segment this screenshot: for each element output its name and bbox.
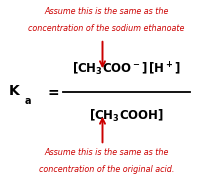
Text: Assume this is the same as the: Assume this is the same as the bbox=[44, 7, 168, 16]
Text: $\mathbf{=}$: $\mathbf{=}$ bbox=[45, 84, 60, 98]
Text: $\mathbf{a}$: $\mathbf{a}$ bbox=[23, 96, 31, 106]
Text: concentration of the original acid.: concentration of the original acid. bbox=[39, 165, 173, 174]
Text: concentration of the sodium ethanoate: concentration of the sodium ethanoate bbox=[28, 24, 184, 33]
Text: $\mathbf{[CH_3COOH]}$: $\mathbf{[CH_3COOH]}$ bbox=[88, 107, 163, 124]
Text: Assume this is the same as the: Assume this is the same as the bbox=[44, 148, 168, 157]
Text: $\mathbf{K}$: $\mathbf{K}$ bbox=[8, 84, 21, 98]
Text: $\mathbf{[CH_3COO^-]\,[H^+]}$: $\mathbf{[CH_3COO^-]\,[H^+]}$ bbox=[71, 61, 180, 78]
